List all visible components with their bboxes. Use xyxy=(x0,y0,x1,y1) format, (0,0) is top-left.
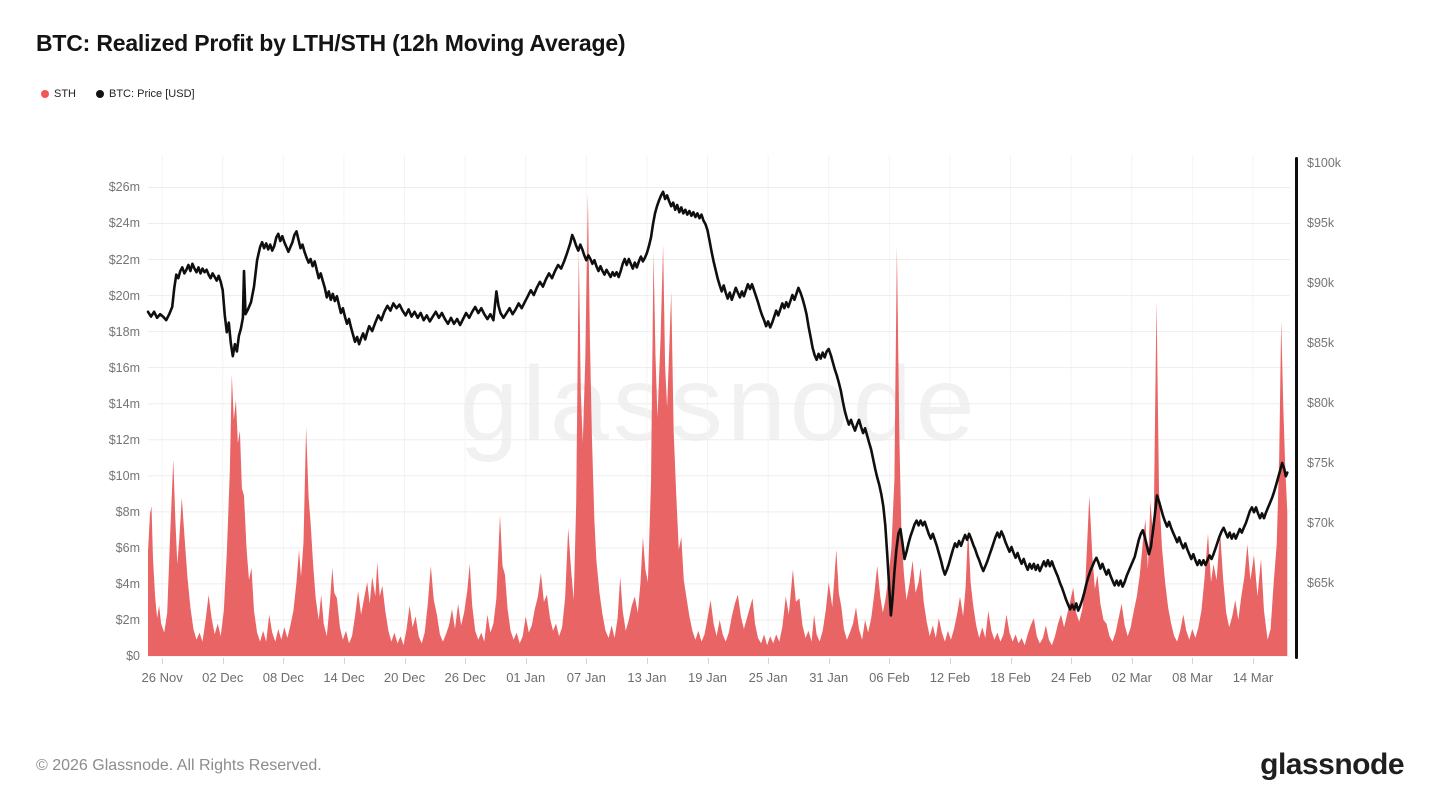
y-axis-left-label: $8m xyxy=(115,504,140,519)
x-axis-label: 01 Jan xyxy=(506,670,546,685)
y-axis-left-label: $20m xyxy=(108,288,140,303)
y-axis-left-label: $16m xyxy=(108,360,140,375)
y-axis-left-label: $24m xyxy=(108,216,140,231)
x-axis-label: 18 Feb xyxy=(990,670,1031,685)
x-axis-label: 08 Dec xyxy=(262,670,304,685)
x-axis-tick xyxy=(283,658,285,664)
y-axis-left-label: $14m xyxy=(108,396,140,411)
glassnode-logo: glassnode xyxy=(1260,748,1404,781)
x-axis-tick xyxy=(1071,658,1073,664)
legend-label: BTC: Price [USD] xyxy=(109,88,195,100)
x-axis-label: 14 Mar xyxy=(1232,670,1274,685)
x-axis-tick xyxy=(707,658,709,664)
x-axis-tick xyxy=(1192,658,1194,664)
x-axis-label: 12 Feb xyxy=(929,670,971,685)
y-axis-right-label: $70k xyxy=(1307,516,1335,530)
y-axis-left-label: $18m xyxy=(108,324,140,339)
x-axis-label: 26 Nov xyxy=(141,670,183,685)
x-axis-label: 19 Jan xyxy=(688,670,728,685)
x-axis-tick xyxy=(768,658,770,664)
y-axis-right-label: $75k xyxy=(1307,456,1335,470)
x-axis-tick xyxy=(404,658,406,664)
y-axis-right-label: $80k xyxy=(1307,396,1335,410)
chart-plot[interactable]: glassnode xyxy=(146,155,1290,657)
x-axis-label: 31 Jan xyxy=(809,670,849,685)
x-axis-tick xyxy=(1252,658,1254,664)
y-axis-right-label: $95k xyxy=(1307,216,1335,230)
x-axis-label: 02 Mar xyxy=(1111,670,1152,685)
x-axis-label: 25 Jan xyxy=(748,670,788,685)
y-axis-left-label: $4m xyxy=(115,576,140,591)
x-axis-label: 24 Feb xyxy=(1050,670,1092,685)
price-axis-line xyxy=(1295,157,1298,659)
y-axis-right-label: $90k xyxy=(1307,276,1335,290)
y-axis-left-label: $6m xyxy=(115,540,140,555)
y-axis-left-label: $22m xyxy=(108,252,140,267)
btc-price-line[interactable] xyxy=(146,190,1289,617)
x-axis-tick xyxy=(525,658,527,664)
x-axis-label: 20 Dec xyxy=(383,670,426,685)
y-axis-left-label: $12m xyxy=(108,432,140,447)
footer-copyright: © 2026 Glassnode. All Rights Reserved. xyxy=(36,757,322,774)
x-axis-label: 13 Jan xyxy=(627,670,667,685)
x-axis-tick xyxy=(586,658,588,664)
legend-item-btc-price-usd-[interactable]: BTC: Price [USD] xyxy=(96,88,195,100)
y-axis-left-label: $26m xyxy=(108,180,140,195)
page-title: BTC: Realized Profit by LTH/STH (12h Mov… xyxy=(36,30,626,56)
x-axis-tick xyxy=(465,658,467,664)
x-axis-label: 02 Dec xyxy=(202,670,244,685)
y-axis-left-label: $2m xyxy=(115,612,140,627)
y-axis-right-label: $65k xyxy=(1307,576,1335,590)
x-axis-label: 26 Dec xyxy=(444,670,486,685)
legend-label: STH xyxy=(54,88,76,100)
legend: STH BTC: Price [USD] xyxy=(41,88,195,100)
x-axis-tick xyxy=(949,658,951,664)
x-axis-tick xyxy=(828,658,830,664)
legend-dot-icon xyxy=(41,90,49,98)
y-axis-left-label: $10m xyxy=(108,468,140,483)
legend-item-sth[interactable]: STH xyxy=(41,88,76,100)
x-axis-tick xyxy=(1010,658,1012,664)
y-axis-right-label: $85k xyxy=(1307,336,1335,350)
x-axis-tick xyxy=(222,658,224,664)
x-axis-tick xyxy=(646,658,648,664)
legend-dot-icon xyxy=(96,90,104,98)
x-axis-label: 06 Feb xyxy=(869,670,910,685)
x-axis-label: 14 Dec xyxy=(323,670,365,685)
y-axis-right-label: $100k xyxy=(1307,156,1342,170)
x-axis-label: 07 Jan xyxy=(566,670,606,685)
x-axis-tick xyxy=(343,658,345,664)
y-axis-left-label: $0 xyxy=(126,649,140,663)
sth-area-series[interactable] xyxy=(148,194,1288,656)
x-axis-tick xyxy=(1131,658,1133,664)
x-axis-tick xyxy=(889,658,891,664)
x-axis-label: 08 Mar xyxy=(1172,670,1213,685)
x-axis-tick xyxy=(162,658,164,664)
